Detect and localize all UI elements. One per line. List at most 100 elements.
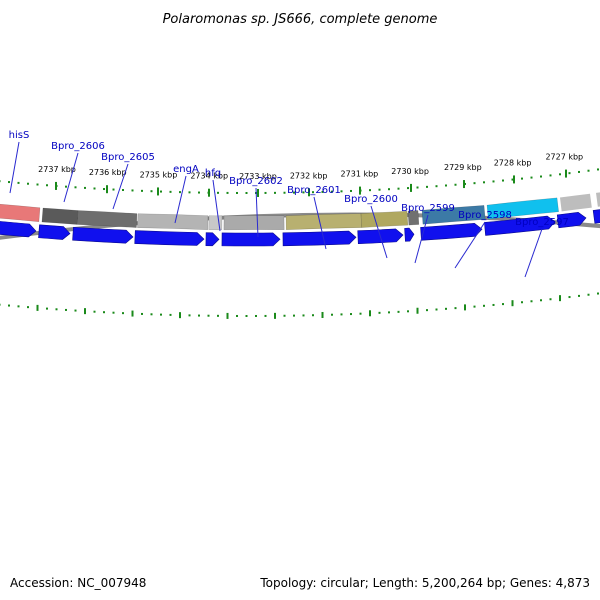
outer-tick-dot [578,170,580,173]
outer-tick-dot [568,172,571,175]
inner-tick-dot [179,312,181,319]
cds-arrow [282,230,357,247]
gene-label: engA [173,164,199,175]
kbp-major-tick [359,186,361,195]
gene-leader-line [524,228,543,278]
gene-label: Bpro_2600 [344,194,398,205]
gene-label: hfq [205,168,221,179]
gene-feature-block [560,193,592,212]
kbp-label: 2729 kbp [444,163,482,172]
gene-feature-block [486,197,559,220]
cds-arrow [205,232,220,247]
kbp-label: 2733 kbp [239,172,277,181]
gene-feature-block [407,210,420,226]
inner-tick-dot [587,293,590,296]
inner-tick-dot [435,308,438,311]
outer-tick-dot [217,191,219,194]
outer-tick-dot [502,179,504,182]
gene-leader-line [255,187,259,238]
cds-arrow [420,223,483,241]
outer-tick-dot [454,183,457,186]
kbp-label: 2728 kbp [494,158,532,167]
inner-tick-dot [74,309,77,312]
outer-tick-dot [378,188,381,191]
inner-tick-dot [530,300,533,303]
outer-tick-dot [312,191,314,194]
inner-tick-dot [103,311,105,314]
outer-tick-dot [141,189,143,192]
gene-feature-block [0,203,41,223]
accession-text: Accession: NC_007948 [10,576,146,590]
outer-tick-dot [17,181,20,184]
inner-tick-dot [454,307,457,310]
outer-tick-dot [388,188,390,191]
inner-tick-dot [511,300,514,307]
inner-tick-dot [331,313,333,316]
inner-tick-dot [483,304,485,307]
inner-tick-dot [473,305,476,308]
inner-tick-dot [112,311,115,314]
outer-tick-dot [321,190,324,193]
gene-leader-line [63,152,79,203]
gene-feature-block [285,213,362,230]
outer-tick-dot [274,191,276,194]
outer-tick-dot [407,187,409,190]
inner-tick-dot [416,307,419,314]
inner-tick-dot [150,313,153,316]
kbp-label: 2732 kbp [290,171,328,180]
outer-tick-dot [122,189,124,192]
outer-tick-dot [511,178,514,181]
kbp-label: 2730 kbp [391,167,429,176]
outer-tick-dot [369,189,371,192]
cds-arrow [134,230,205,246]
inner-tick-dot [131,310,134,317]
inner-tick-dot [36,304,39,311]
gene-label: Bpro_2605 [101,152,155,163]
gene-label: Bpro_2599 [401,203,455,214]
gene-label: Bpro_2602 [229,176,283,187]
inner-tick-dot [369,310,371,317]
outer-tick-dot [0,180,1,183]
gene-feature-block [596,192,600,207]
inner-tick-dot [188,314,191,317]
outer-tick-dot [473,182,476,185]
outer-tick-dot [302,191,305,194]
gene-leader-line [454,221,486,269]
inner-tick-dot [93,310,96,313]
kbp-label: 2736 kbp [89,168,127,177]
outer-tick-dot [112,188,115,191]
outer-tick-dot [397,187,400,190]
inner-tick-dot [283,314,286,317]
outer-tick-dot [150,190,153,193]
gene-label: Bpro_2601 [287,185,341,196]
kbp-label: 2731 kbp [341,170,379,179]
gene-feature-block [137,213,209,230]
inner-tick-dot [27,306,29,309]
inner-tick-dot [17,305,20,308]
kbp-major-tick [55,181,57,190]
inner-tick-dot [245,314,248,317]
inner-tick-dot [521,301,523,304]
genome-stats-text: Topology: circular; Length: 5,200,264 bp… [259,576,590,590]
outer-tick-dot [483,181,485,184]
cds-arrow [221,232,281,247]
inner-tick-dot [160,313,162,316]
cds-arrow [404,227,415,242]
outer-tick-dot [340,190,343,193]
gene-leader-line [414,214,429,264]
outer-tick-dot [46,184,48,187]
cds-arrow [484,215,556,236]
inner-tick-dot [549,298,552,301]
gene-leader-line [112,163,129,210]
inner-tick-dot [559,295,561,302]
outer-tick-dot [521,177,523,180]
outer-tick-dot [283,191,286,194]
outer-tick-dot [179,191,181,194]
outer-tick-dot [198,191,200,194]
cds-arrow [592,209,600,224]
cds-arrow-track [0,209,600,247]
outer-tick-dot [74,186,77,189]
outer-tick-dot [36,183,39,186]
inner-tick-dot [274,312,276,319]
